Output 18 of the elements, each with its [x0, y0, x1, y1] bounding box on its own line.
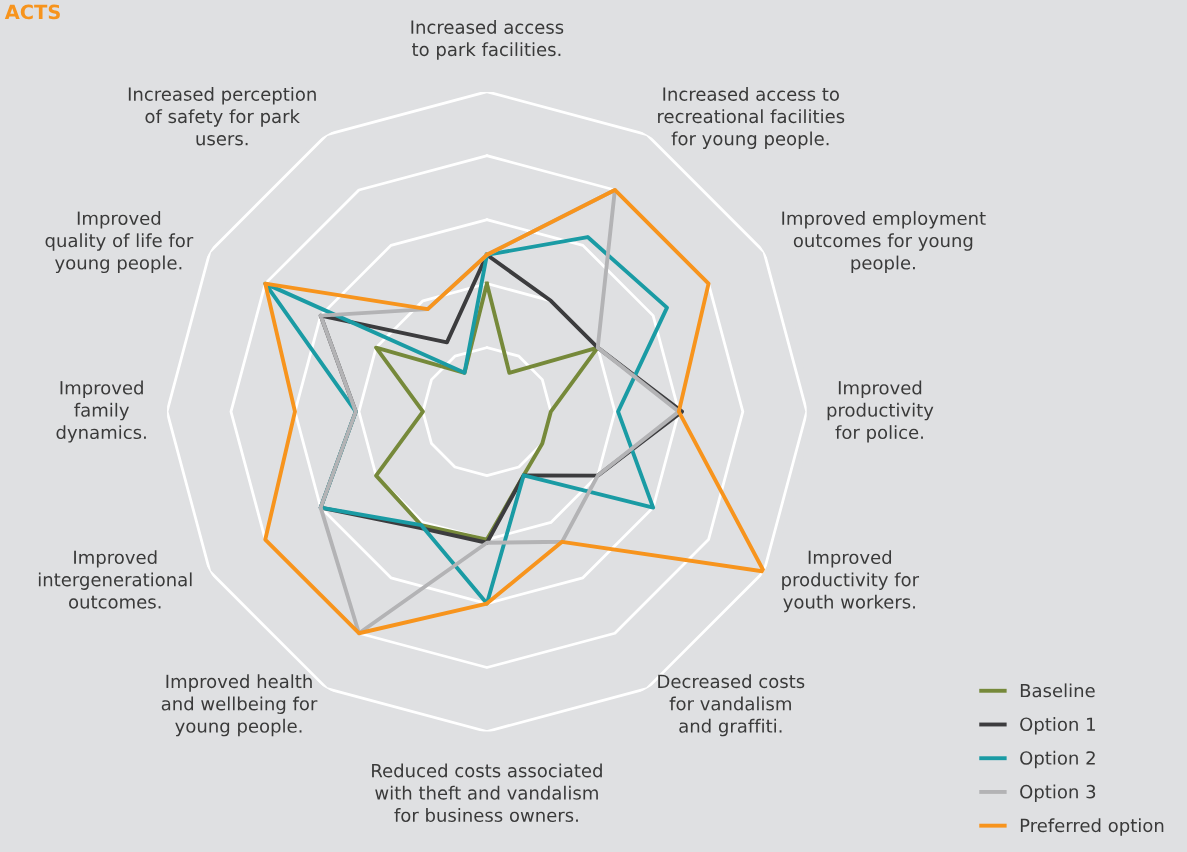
spoke-label: Improved productivity for youth workers.: [782, 550, 920, 613]
spoke-label: Improved intergenerational outcomes.: [38, 550, 192, 609]
legend-label: Preferred option: [1020, 818, 1164, 836]
spoke-label: Improved family dynamics.: [56, 380, 146, 443]
legend-label: Option 2: [1020, 750, 1095, 769]
legend-label: Baseline: [1020, 683, 1095, 698]
spoke-label: Reduced costs associated with theft and vandalism for business owners.: [372, 763, 602, 823]
spoke-label: Increased access to recreational facilities for young people.: [658, 86, 845, 149]
legend-label: Option 3: [1020, 784, 1096, 803]
legend-label: Option 1: [1020, 717, 1095, 735]
spoke-label: Increased access to park facilities.: [411, 19, 564, 60]
spoke-label: Decreased costs for vandalism and graffiti.: [658, 674, 805, 737]
spoke-label: Improved productivity for police.: [827, 380, 934, 443]
spoke-label: Improved health and wellbeing for young people.: [161, 674, 318, 737]
spoke-label: Increased perception of safety for park users.: [128, 86, 316, 146]
spoke-label: Improved employment outcomes for young people.: [782, 211, 986, 274]
spoke-label: Improved quality of life for young people.: [45, 211, 194, 274]
chart-title: ACTS: [4, 4, 60, 20]
